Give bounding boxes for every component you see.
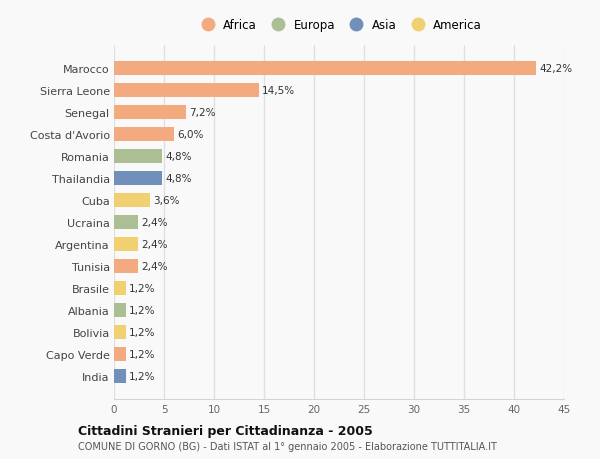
Text: 1,2%: 1,2% [129, 349, 155, 359]
Text: COMUNE DI GORNO (BG) - Dati ISTAT al 1° gennaio 2005 - Elaborazione TUTTITALIA.I: COMUNE DI GORNO (BG) - Dati ISTAT al 1° … [78, 441, 497, 451]
Text: 3,6%: 3,6% [153, 196, 179, 206]
Text: 2,4%: 2,4% [141, 218, 167, 228]
Bar [114, 325, 126, 339]
Bar [114, 106, 186, 120]
Bar [114, 215, 138, 230]
Bar [114, 347, 126, 361]
Bar [114, 172, 162, 186]
Text: 2,4%: 2,4% [141, 240, 167, 250]
Bar [114, 194, 150, 208]
Text: 1,2%: 1,2% [129, 371, 155, 381]
Legend: Africa, Europa, Asia, America: Africa, Europa, Asia, America [194, 17, 484, 34]
Text: 7,2%: 7,2% [189, 108, 215, 118]
Bar [114, 150, 162, 164]
Bar [114, 303, 126, 318]
Text: 14,5%: 14,5% [262, 86, 295, 96]
Text: 1,2%: 1,2% [129, 327, 155, 337]
Bar [114, 62, 536, 76]
Text: Cittadini Stranieri per Cittadinanza - 2005: Cittadini Stranieri per Cittadinanza - 2… [78, 424, 373, 437]
Bar [114, 128, 174, 142]
Text: 2,4%: 2,4% [141, 262, 167, 271]
Bar [114, 259, 138, 274]
Text: 42,2%: 42,2% [539, 64, 572, 74]
Text: 1,2%: 1,2% [129, 283, 155, 293]
Bar [114, 237, 138, 252]
Text: 6,0%: 6,0% [177, 130, 203, 140]
Text: 1,2%: 1,2% [129, 305, 155, 315]
Bar [114, 281, 126, 296]
Text: 4,8%: 4,8% [165, 152, 191, 162]
Bar [114, 84, 259, 98]
Text: 4,8%: 4,8% [165, 174, 191, 184]
Bar [114, 369, 126, 383]
